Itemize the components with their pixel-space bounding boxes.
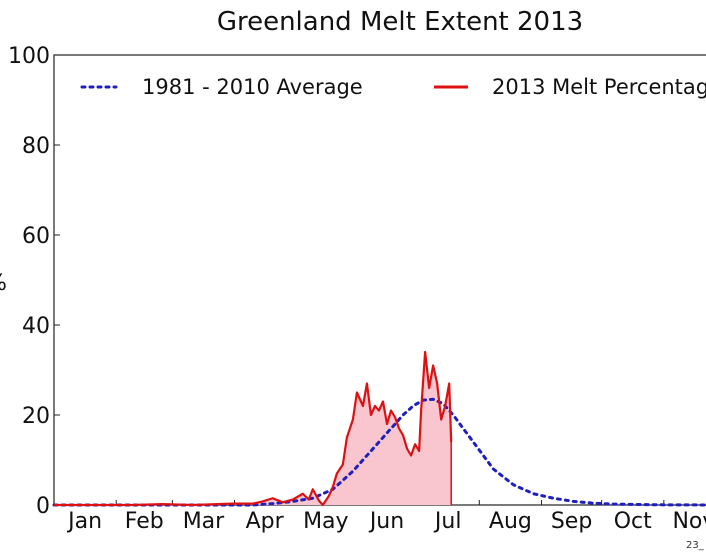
y-tick-label: 20: [22, 404, 50, 429]
series-layer: [52, 350, 706, 507]
x-tick-label: Jun: [368, 509, 404, 534]
average-1981-2010-line: [52, 397, 706, 507]
y-tick-label: 0: [36, 494, 50, 519]
y-tick-label: 80: [22, 134, 50, 159]
corner-note: 23_: [686, 540, 705, 551]
chart-title: Greenland Melt Extent 2013: [217, 7, 583, 37]
x-tick-label: Jan: [66, 509, 102, 534]
x-tick-label: Nov: [672, 509, 706, 534]
y-tick-label: 40: [22, 314, 50, 339]
x-tick-label: Apr: [246, 509, 285, 534]
y-tick-label: 60: [22, 224, 50, 249]
melt-2013-area: [54, 352, 452, 505]
x-tick-label: Aug: [489, 509, 532, 534]
x-tick-label: Mar: [183, 509, 225, 534]
x-axis: Jan Feb Mar Apr May Jun Jul Aug Sep Oct Nov: [53, 500, 706, 534]
melt-2013-line: [54, 350, 453, 507]
x-tick-label: Oct: [614, 509, 652, 534]
x-tick-label: Sep: [551, 509, 592, 534]
legend-label-2013: 2013 Melt Percentage: [492, 75, 706, 99]
y-tick-label: 100: [8, 44, 50, 69]
x-tick-label: Feb: [125, 509, 164, 534]
y-axis: 0 20 40 60 80 100: [8, 44, 60, 519]
x-tick-label: Jul: [433, 509, 462, 534]
y-axis-label: %: [0, 271, 7, 296]
legend: 1981 - 2010 Average 2013 Melt Percentage: [80, 75, 706, 99]
legend-label-average: 1981 - 2010 Average: [142, 75, 363, 99]
x-tick-label: May: [303, 509, 348, 534]
